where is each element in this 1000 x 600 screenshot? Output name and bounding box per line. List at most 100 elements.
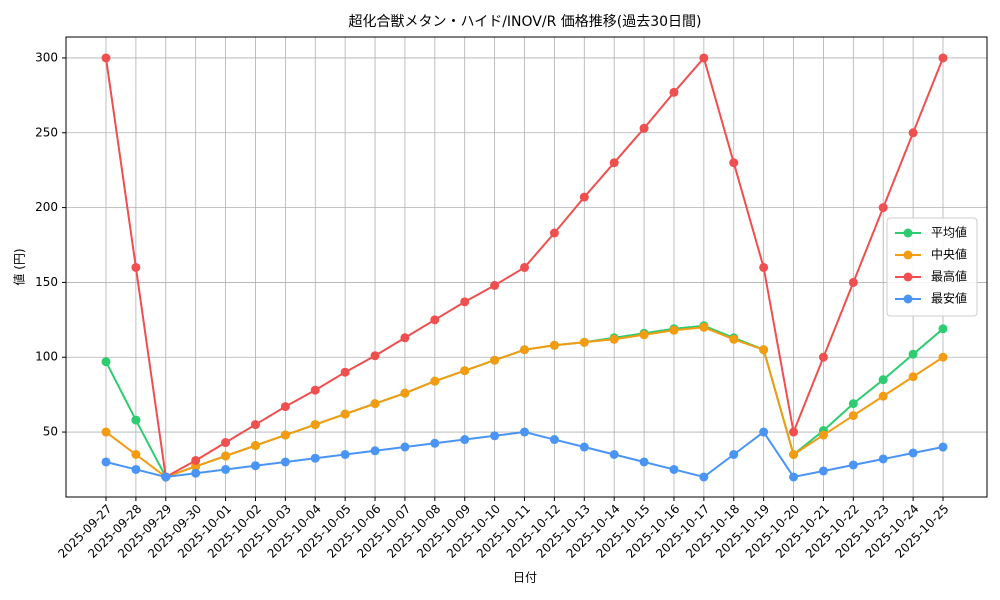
data-point [609, 334, 619, 344]
data-point [490, 280, 500, 290]
y-axis-label: 値 (円) [12, 248, 27, 285]
data-point [639, 457, 649, 467]
legend-label: 最安値 [931, 291, 967, 306]
data-point [430, 315, 440, 325]
data-point [938, 324, 948, 334]
legend-marker [903, 272, 913, 282]
plot-frame [65, 36, 988, 498]
data-point [938, 442, 948, 452]
data-point [131, 415, 141, 425]
data-point [340, 450, 350, 460]
data-point [460, 297, 470, 307]
data-point [191, 455, 201, 465]
data-point [490, 355, 500, 365]
data-point [250, 461, 260, 471]
data-point [400, 333, 410, 343]
data-point [340, 409, 350, 419]
data-point [490, 431, 500, 441]
data-point [370, 399, 380, 409]
data-point [370, 446, 380, 456]
data-point [430, 376, 440, 386]
data-point [221, 464, 231, 474]
legend-label: 中央値 [931, 247, 967, 262]
data-point [280, 457, 290, 467]
data-point [101, 53, 111, 63]
data-point [818, 352, 828, 362]
data-point [520, 262, 529, 272]
data-point [101, 357, 111, 367]
data-point [759, 345, 769, 355]
data-point [669, 87, 679, 97]
data-point [729, 334, 739, 344]
data-point [549, 435, 559, 445]
data-point [878, 391, 888, 401]
legend-marker [903, 228, 913, 238]
data-point [131, 450, 141, 460]
data-point [310, 385, 320, 395]
data-point [520, 345, 529, 355]
data-point [848, 399, 858, 409]
data-point [789, 427, 799, 437]
y-tick-label: 150 [35, 275, 58, 289]
y-tick-label: 250 [35, 125, 58, 139]
data-point [609, 450, 619, 460]
x-axis-label: 日付 [513, 571, 537, 585]
data-point [609, 158, 619, 168]
y-tick-label: 100 [35, 350, 58, 364]
data-point [460, 435, 470, 445]
data-point [729, 450, 739, 460]
data-point [221, 451, 231, 461]
data-point [848, 411, 858, 421]
data-point [639, 123, 649, 133]
data-point [878, 454, 888, 464]
data-point [878, 375, 888, 385]
data-point [340, 367, 350, 377]
y-tick-label: 300 [35, 50, 58, 64]
legend-marker [903, 250, 913, 260]
data-point [400, 442, 410, 452]
data-point [789, 450, 799, 460]
data-point [848, 277, 858, 287]
data-point [579, 192, 589, 202]
data-point [878, 203, 888, 213]
data-point [430, 438, 440, 448]
data-point [250, 420, 260, 430]
data-point [310, 420, 320, 430]
data-point [370, 351, 380, 361]
data-point [131, 464, 141, 474]
data-point [699, 322, 709, 332]
data-point [908, 448, 918, 458]
data-point [789, 472, 799, 482]
data-point [280, 402, 290, 412]
data-point [639, 330, 649, 340]
data-point [729, 158, 739, 168]
data-point [848, 460, 858, 470]
data-point [280, 430, 290, 440]
data-point [938, 53, 948, 63]
legend-label: 平均値 [931, 225, 967, 240]
data-point [669, 325, 679, 335]
data-point [131, 262, 141, 272]
data-point [908, 349, 918, 359]
data-point [818, 466, 828, 476]
data-point [101, 427, 111, 437]
legend-label: 最高値 [931, 269, 967, 284]
legend-box [886, 217, 978, 317]
data-point [908, 372, 918, 382]
data-point [818, 430, 828, 440]
data-point [221, 438, 231, 448]
data-point [579, 442, 589, 452]
data-point [549, 340, 559, 350]
data-point [579, 337, 589, 347]
data-point [310, 453, 320, 463]
data-point [759, 427, 769, 437]
data-point [520, 427, 529, 437]
data-point [699, 53, 709, 63]
data-point [938, 352, 948, 362]
data-point [250, 441, 260, 451]
y-tick-label: 50 [43, 425, 58, 439]
data-point [161, 472, 171, 482]
data-point [191, 468, 201, 478]
